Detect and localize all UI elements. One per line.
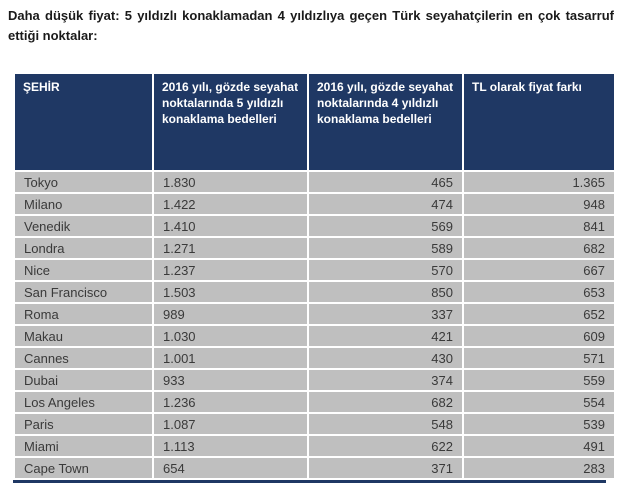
five-star-cell: 1.030 <box>154 326 307 346</box>
difference-cell: 652 <box>464 304 614 324</box>
table-row: Londra 1.271 589 682 <box>15 238 614 258</box>
table-row: Cape Town 654 371 283 <box>15 458 614 478</box>
city-cell: Makau <box>15 326 152 346</box>
four-star-cell: 430 <box>309 348 462 368</box>
city-cell: Londra <box>15 238 152 258</box>
table-row: Cannes 1.001 430 571 <box>15 348 614 368</box>
table-row: Los Angeles 1.236 682 554 <box>15 392 614 412</box>
table-row: Miami 1.113 622 491 <box>15 436 614 456</box>
five-star-cell: 1.237 <box>154 260 307 280</box>
five-star-cell: 654 <box>154 458 307 478</box>
five-star-cell: 1.422 <box>154 194 307 214</box>
difference-cell: 491 <box>464 436 614 456</box>
city-cell: Miami <box>15 436 152 456</box>
table-row: Milano 1.422 474 948 <box>15 194 614 214</box>
city-cell: Tokyo <box>15 172 152 192</box>
header-price-difference: TL olarak fiyat farkı <box>464 74 614 170</box>
city-cell: Roma <box>15 304 152 324</box>
four-star-cell: 474 <box>309 194 462 214</box>
header-four-star-cost: 2016 yılı, gözde seyahat noktalarında 4 … <box>309 74 462 170</box>
four-star-cell: 374 <box>309 370 462 390</box>
city-cell: Cannes <box>15 348 152 368</box>
table-row: Roma 989 337 652 <box>15 304 614 324</box>
table-header-row: ŞEHİR 2016 yılı, gözde seyahat noktaları… <box>15 74 614 170</box>
four-star-cell: 570 <box>309 260 462 280</box>
difference-cell: 539 <box>464 414 614 434</box>
five-star-cell: 1.001 <box>154 348 307 368</box>
header-city: ŞEHİR <box>15 74 152 170</box>
difference-cell: 682 <box>464 238 614 258</box>
table-row: Paris 1.087 548 539 <box>15 414 614 434</box>
four-star-cell: 569 <box>309 216 462 236</box>
difference-cell: 559 <box>464 370 614 390</box>
five-star-cell: 1.113 <box>154 436 307 456</box>
four-star-cell: 622 <box>309 436 462 456</box>
four-star-cell: 337 <box>309 304 462 324</box>
savings-table-container: ŞEHİR 2016 yılı, gözde seyahat noktaları… <box>13 72 614 483</box>
city-cell: Los Angeles <box>15 392 152 412</box>
savings-table: ŞEHİR 2016 yılı, gözde seyahat noktaları… <box>13 72 616 480</box>
city-cell: Cape Town <box>15 458 152 478</box>
difference-cell: 283 <box>464 458 614 478</box>
city-cell: Milano <box>15 194 152 214</box>
city-cell: Venedik <box>15 216 152 236</box>
five-star-cell: 989 <box>154 304 307 324</box>
difference-cell: 667 <box>464 260 614 280</box>
five-star-cell: 1.087 <box>154 414 307 434</box>
city-cell: Paris <box>15 414 152 434</box>
table-row: Venedik 1.410 569 841 <box>15 216 614 236</box>
four-star-cell: 850 <box>309 282 462 302</box>
five-star-cell: 1.830 <box>154 172 307 192</box>
difference-cell: 571 <box>464 348 614 368</box>
difference-cell: 653 <box>464 282 614 302</box>
table-row: San Francisco 1.503 850 653 <box>15 282 614 302</box>
five-star-cell: 1.236 <box>154 392 307 412</box>
five-star-cell: 1.271 <box>154 238 307 258</box>
table-row: Tokyo 1.830 465 1.365 <box>15 172 614 192</box>
four-star-cell: 421 <box>309 326 462 346</box>
difference-cell: 948 <box>464 194 614 214</box>
four-star-cell: 548 <box>309 414 462 434</box>
table-row: Makau 1.030 421 609 <box>15 326 614 346</box>
five-star-cell: 1.410 <box>154 216 307 236</box>
difference-cell: 609 <box>464 326 614 346</box>
city-cell: San Francisco <box>15 282 152 302</box>
page-title: Daha düşük fiyat: 5 yıldızlı konaklamada… <box>8 8 614 43</box>
difference-cell: 554 <box>464 392 614 412</box>
four-star-cell: 465 <box>309 172 462 192</box>
five-star-cell: 1.503 <box>154 282 307 302</box>
five-star-cell: 933 <box>154 370 307 390</box>
city-cell: Nice <box>15 260 152 280</box>
four-star-cell: 371 <box>309 458 462 478</box>
difference-cell: 1.365 <box>464 172 614 192</box>
four-star-cell: 589 <box>309 238 462 258</box>
table-row: Nice 1.237 570 667 <box>15 260 614 280</box>
city-cell: Dubai <box>15 370 152 390</box>
header-five-star-cost: 2016 yılı, gözde seyahat noktalarında 5 … <box>154 74 307 170</box>
difference-cell: 841 <box>464 216 614 236</box>
table-row: Dubai 933 374 559 <box>15 370 614 390</box>
four-star-cell: 682 <box>309 392 462 412</box>
